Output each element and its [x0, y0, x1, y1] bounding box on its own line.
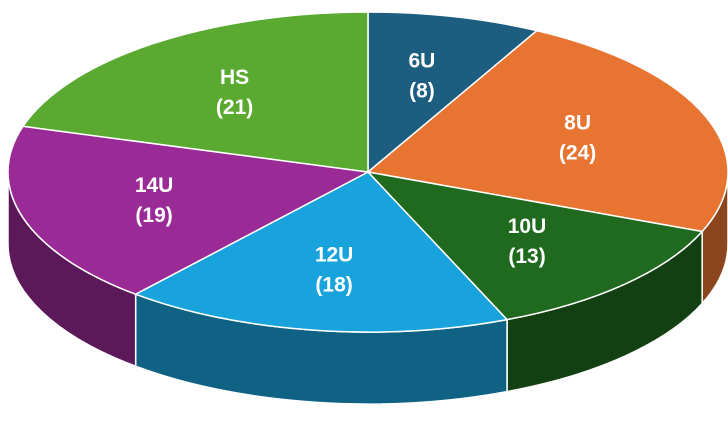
slice-label: HS	[220, 66, 249, 89]
pie-slice	[366, 29, 728, 233]
slice-value-label: (8)	[409, 79, 435, 102]
pie-slice	[133, 171, 509, 333]
slice-label: 8U	[564, 111, 591, 134]
slice-value-label: (24)	[559, 141, 596, 164]
slice-value-label: (19)	[135, 204, 172, 227]
slice-value-label: (18)	[315, 274, 352, 297]
slice-label: 12U	[315, 244, 354, 267]
slice-label: 10U	[508, 215, 547, 238]
slice-label: 14U	[135, 174, 174, 197]
pie-slice	[365, 170, 704, 321]
slice-value-label: (13)	[508, 245, 545, 268]
pie-slice	[7, 125, 371, 296]
slice-label: 6U	[408, 49, 435, 72]
slice-value-label: (21)	[216, 96, 253, 119]
pie-slice	[367, 11, 539, 174]
pie-slice	[21, 11, 369, 173]
